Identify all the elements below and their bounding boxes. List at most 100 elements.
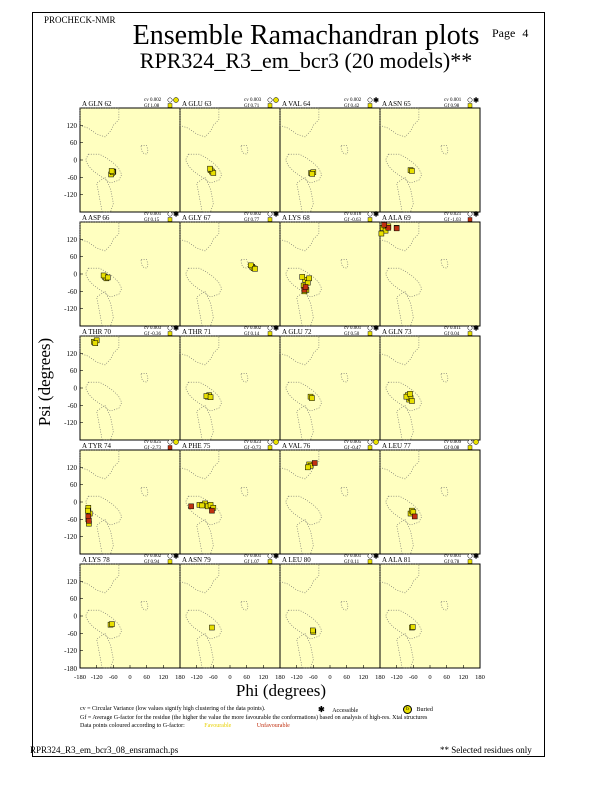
panel-cv-value: cv 0.005 bbox=[344, 440, 362, 445]
x-tick-label: 180 bbox=[375, 674, 385, 681]
panel-residue-label: A THR 71 bbox=[182, 328, 212, 336]
panel-gf-value: Gf -0.63 bbox=[344, 218, 361, 223]
cv-indicator-icon bbox=[267, 211, 273, 217]
page-title: Ensemble Ramachandran plots bbox=[132, 20, 480, 51]
panel-plot-area bbox=[179, 449, 281, 555]
allowed-region-outline bbox=[285, 609, 322, 640]
panel-plot-area bbox=[279, 107, 381, 213]
data-point-unfavourable bbox=[209, 507, 215, 514]
allowed-region-outline bbox=[296, 518, 314, 555]
data-point bbox=[109, 621, 115, 627]
panel-cv-value: cv 0.003 bbox=[144, 326, 162, 331]
data-point bbox=[252, 266, 258, 272]
x-tick-label: -60 bbox=[209, 674, 218, 681]
data-point bbox=[299, 274, 305, 280]
allowed-region-outline bbox=[96, 290, 114, 327]
footer-note: ** Selected residues only bbox=[440, 745, 532, 755]
buried-b-icon: b bbox=[403, 705, 412, 714]
y-tick-label: -120 bbox=[64, 419, 77, 427]
accessible-asterisk-icon: ✱ bbox=[373, 211, 379, 219]
panel-gf-value: Gf 0.42 bbox=[344, 104, 360, 109]
cv-indicator-icon bbox=[167, 439, 173, 445]
allowed-region-outline bbox=[196, 404, 214, 441]
y-tick-label: 120 bbox=[67, 122, 78, 130]
data-point-unfavourable bbox=[381, 222, 387, 228]
allowed-region-outline bbox=[340, 601, 349, 611]
panel-gf-value: Gf 0.71 bbox=[244, 104, 260, 109]
x-tick-label: 120 bbox=[158, 674, 168, 681]
gf-colour-box bbox=[267, 217, 273, 222]
panel-residue-label: A GLU 72 bbox=[282, 328, 312, 336]
data-point bbox=[409, 398, 415, 404]
gf-colour-box bbox=[367, 331, 373, 336]
y-tick-label: -60 bbox=[68, 516, 78, 524]
legend-gf-text: Gf = Average G-factor for the residue (t… bbox=[80, 715, 428, 721]
y-tick-label: -120 bbox=[64, 533, 77, 541]
accessible-asterisk-icon: ✱ bbox=[473, 97, 479, 105]
accessible-asterisk-icon: ✱ bbox=[173, 211, 179, 219]
allowed-region-outline bbox=[196, 518, 214, 555]
accessible-asterisk-icon: ✱ bbox=[473, 211, 479, 219]
panel-plot-area bbox=[379, 221, 481, 327]
allowed-region-outline bbox=[96, 632, 114, 669]
panel-cv-value: cv 0.002 bbox=[144, 554, 162, 559]
data-point bbox=[382, 227, 389, 234]
page-frame bbox=[32, 12, 545, 757]
panel-gf-value: Gf 0.78 bbox=[444, 560, 460, 565]
allowed-region-outline bbox=[396, 290, 414, 327]
allowed-region-outline bbox=[140, 373, 149, 383]
cv-indicator-icon bbox=[167, 553, 173, 559]
panel-gf-value: Gf 0.04 bbox=[444, 332, 460, 337]
panel-gf-value: Gf -0.47 bbox=[344, 446, 361, 451]
y-tick-label: -60 bbox=[68, 288, 78, 296]
allowed-region-outline bbox=[196, 290, 214, 327]
buried-b-icon bbox=[273, 439, 279, 445]
y-tick-label: -120 bbox=[64, 305, 77, 313]
data-point bbox=[210, 170, 217, 176]
data-point bbox=[305, 464, 311, 471]
panel-plot-area bbox=[379, 335, 481, 441]
panel-residue-label: A GLN 62 bbox=[82, 100, 112, 108]
y-tick-label: 120 bbox=[67, 350, 78, 358]
panel-residue-label: A LEU 80 bbox=[282, 556, 311, 564]
cv-indicator-icon bbox=[467, 439, 473, 445]
allowed-region-outline bbox=[85, 381, 122, 412]
panel-residue-label: A PHE 75 bbox=[182, 442, 211, 450]
accessible-asterisk-icon: ✱ bbox=[473, 553, 479, 561]
data-point bbox=[209, 624, 215, 631]
accessible-asterisk-icon: ✱ bbox=[273, 553, 279, 561]
gf-colour-box bbox=[167, 559, 173, 564]
allowed-region-outline bbox=[385, 609, 422, 640]
panel-gf-value: Gf 0.94 bbox=[144, 560, 160, 565]
accessible-asterisk-icon: ✱ bbox=[273, 211, 279, 219]
allowed-region-outline bbox=[240, 601, 249, 611]
data-point bbox=[309, 395, 315, 401]
allowed-region-outline bbox=[396, 404, 414, 441]
x-tick-label: -60 bbox=[409, 674, 418, 681]
cv-indicator-icon bbox=[267, 439, 273, 445]
panel-cv-value: cv 0.002 bbox=[344, 98, 362, 103]
legend-cv-text: cv = Circular Variance (low values signi… bbox=[80, 706, 266, 712]
allowed-region-outline bbox=[196, 176, 214, 213]
allowed-region-outline bbox=[96, 176, 114, 213]
buried-b-icon bbox=[373, 439, 379, 445]
panel-plot-area bbox=[79, 449, 181, 555]
allowed-region-outline bbox=[340, 373, 349, 383]
gf-colour-box bbox=[167, 331, 173, 336]
allowed-region-outline bbox=[85, 267, 122, 298]
y-tick-label: 60 bbox=[70, 367, 78, 375]
x-tick-label: -60 bbox=[109, 674, 118, 681]
panel-cv-value: cv 0.011 bbox=[444, 326, 462, 331]
panel-residue-label: A GLN 73 bbox=[382, 328, 412, 336]
gf-colour-box bbox=[467, 103, 473, 108]
cv-indicator-icon bbox=[467, 97, 473, 103]
x-tick-label: 180 bbox=[175, 674, 185, 681]
panel-cv-value: cv 0.001 bbox=[444, 98, 462, 103]
allowed-region-outline bbox=[396, 518, 414, 555]
buried-b-icon bbox=[173, 97, 179, 103]
cv-indicator-icon bbox=[367, 439, 373, 445]
panel-gf-value: Gf -2.73 bbox=[144, 446, 161, 451]
cv-indicator-icon bbox=[467, 211, 473, 217]
y-tick-label: 120 bbox=[67, 578, 78, 586]
